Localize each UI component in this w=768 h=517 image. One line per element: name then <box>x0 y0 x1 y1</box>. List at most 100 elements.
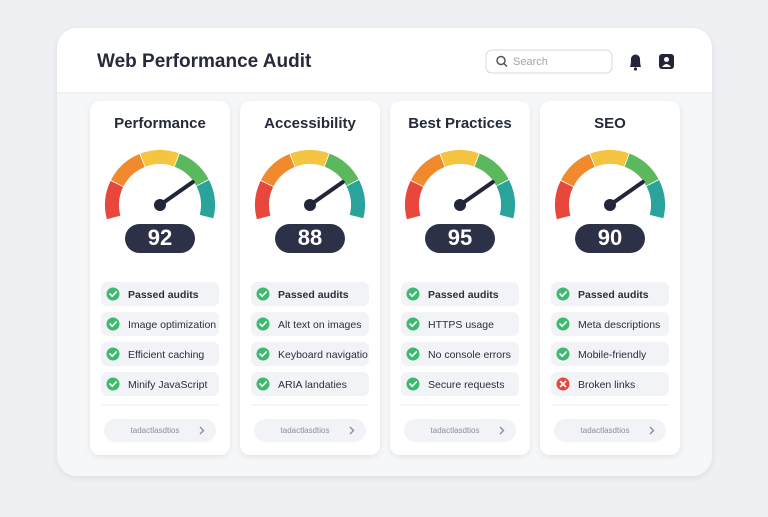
pass-icon <box>106 317 120 331</box>
gauge-segment <box>324 153 359 187</box>
gauge-segment <box>555 180 574 220</box>
check-mark <box>559 321 567 328</box>
card-title: Best Practices <box>408 115 511 132</box>
gauge-segment <box>196 180 215 219</box>
audit-card <box>540 101 680 455</box>
user-head <box>664 57 669 62</box>
pass-icon <box>406 287 420 301</box>
check-mark <box>109 381 117 388</box>
audit-card <box>240 101 380 455</box>
audit-item <box>101 282 219 306</box>
gauge-segment <box>140 150 179 167</box>
audit-item <box>551 282 669 306</box>
score-value: 95 <box>448 225 472 250</box>
card-title: SEO <box>594 115 626 132</box>
check-mark <box>409 381 417 388</box>
score-value: 92 <box>148 225 172 250</box>
audit-label: Efficient caching <box>128 349 204 361</box>
pass-icon <box>106 347 120 361</box>
score-value: 88 <box>298 225 322 250</box>
audit-label: ARIA landaties <box>278 379 347 391</box>
user-body <box>662 64 671 67</box>
details-button-label: tadactlasdtios <box>431 426 480 435</box>
search-box[interactable] <box>485 49 613 74</box>
arrow-icon <box>349 426 355 435</box>
gauge-segment <box>290 150 329 167</box>
gauge-segment <box>105 180 124 220</box>
check-mark <box>559 351 567 358</box>
pass-icon <box>556 347 570 361</box>
details-button[interactable] <box>254 419 366 442</box>
card-title: Accessibility <box>264 115 356 132</box>
header-bar <box>57 28 712 93</box>
gauge-segment <box>260 154 295 187</box>
audit-label: Mobile-friendly <box>578 349 647 361</box>
gauge-needle <box>608 180 645 207</box>
details-button[interactable] <box>404 419 516 442</box>
audit-label: Image optimization <box>128 319 216 331</box>
audit-item <box>101 312 219 336</box>
audit-item <box>401 312 519 336</box>
audit-item <box>551 372 669 396</box>
check-mark <box>109 351 117 358</box>
audit-card <box>390 101 530 455</box>
gauge-segment <box>474 153 509 187</box>
pass-icon <box>256 287 270 301</box>
search-icon <box>496 55 506 66</box>
audit-label: Passed audits <box>278 289 349 301</box>
audit-label: Passed audits <box>578 289 649 301</box>
page-title: Web Performance Audit <box>97 51 312 72</box>
audit-item <box>251 342 369 366</box>
check-mark <box>409 351 417 358</box>
audit-label: No console errors <box>428 349 511 361</box>
bell-icon[interactable] <box>630 54 641 67</box>
audit-label: HTTPS usage <box>428 319 494 331</box>
audit-card <box>90 101 230 455</box>
gauge-segment <box>410 154 445 187</box>
audit-label: Meta descriptions <box>578 319 660 331</box>
check-mark <box>109 321 117 328</box>
audit-item <box>251 312 369 336</box>
audit-item <box>401 282 519 306</box>
audit-item <box>401 342 519 366</box>
gauge-segment <box>646 180 665 219</box>
audit-label: Broken links <box>578 379 635 391</box>
audit-label: Keyboard navigatio <box>278 349 368 361</box>
score-pill <box>125 224 195 253</box>
pass-icon <box>406 317 420 331</box>
audit-label: Passed audits <box>428 289 499 301</box>
pass-icon <box>106 377 120 391</box>
check-mark <box>109 291 117 298</box>
audit-label: Secure requests <box>428 379 504 391</box>
audit-item <box>251 282 369 306</box>
audit-item <box>551 342 669 366</box>
audit-label: Passed audits <box>128 289 199 301</box>
gauge-hub <box>604 199 616 211</box>
gauge-needle <box>158 180 195 207</box>
bell-clapper <box>633 67 638 71</box>
audit-item <box>251 372 369 396</box>
gauge-hub <box>304 199 316 211</box>
pass-icon <box>406 377 420 391</box>
arrow-icon <box>499 426 505 435</box>
gauge-segment <box>440 150 479 167</box>
pass-icon <box>256 377 270 391</box>
pass-icon <box>556 317 570 331</box>
gauge-hub <box>154 199 166 211</box>
pass-icon <box>406 347 420 361</box>
arrow-icon <box>649 426 655 435</box>
check-mark <box>259 291 267 298</box>
gauge-segment <box>255 180 274 220</box>
score-pill <box>275 224 345 253</box>
gauge-segment <box>174 153 209 187</box>
audit-item <box>551 312 669 336</box>
gauge-segment <box>624 153 659 187</box>
gauge-needle <box>308 180 345 207</box>
details-button[interactable] <box>104 419 216 442</box>
audit-label: Alt text on images <box>278 319 361 331</box>
check-mark <box>259 381 267 388</box>
pass-icon <box>556 287 570 301</box>
details-button[interactable] <box>554 419 666 442</box>
